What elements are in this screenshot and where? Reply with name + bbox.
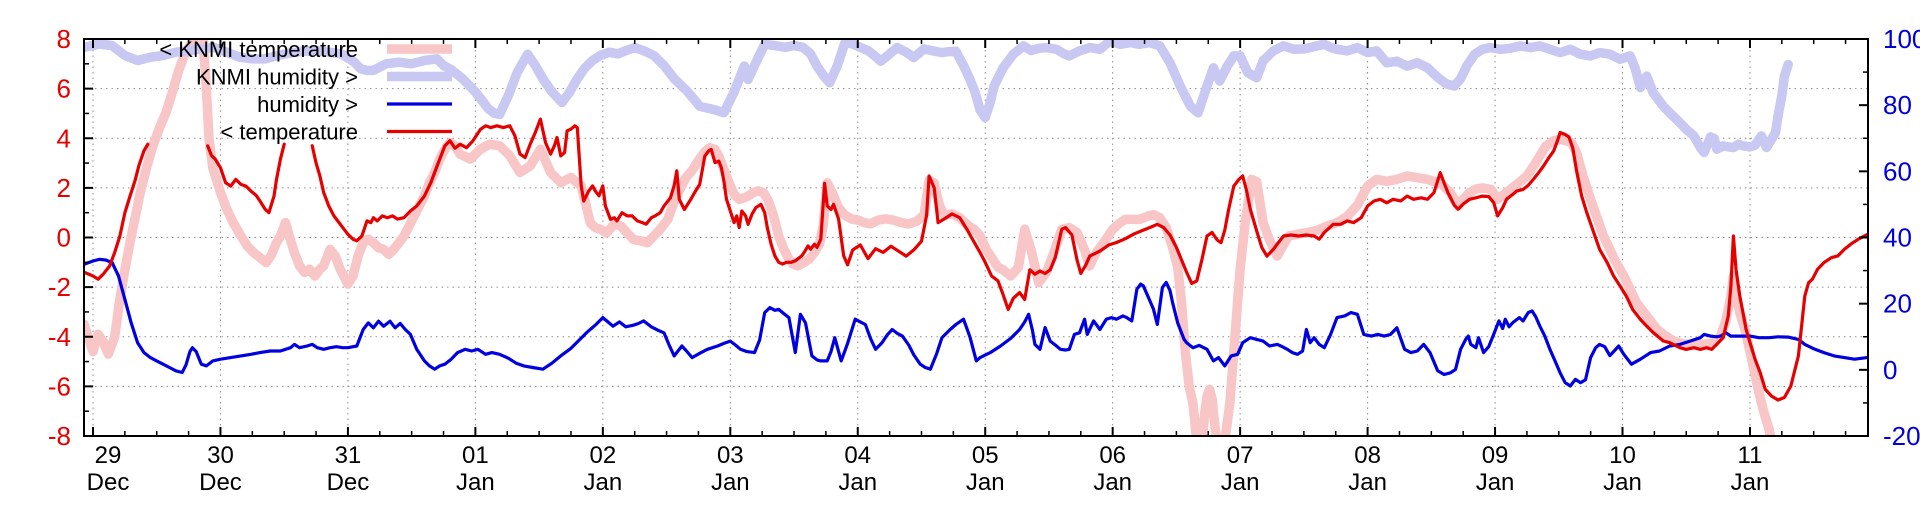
y-right-tick-label: 60	[1883, 156, 1912, 186]
legend-entry: < KNMI temperature	[159, 37, 452, 62]
series-line-3	[310, 117, 1868, 402]
x-tick-month-label: Jan	[1348, 469, 1387, 496]
y-left-tick-label: 0	[57, 223, 71, 253]
legend: < KNMI temperature KNMI humidity >humidit…	[159, 37, 452, 145]
y-right-tick-label: -20	[1883, 421, 1920, 451]
legend-label: humidity >	[257, 92, 358, 117]
x-tick-month-label: Jan	[456, 469, 495, 496]
y-right-tick-label: 0	[1883, 355, 1897, 385]
y-left-tick-label: 2	[57, 173, 71, 203]
y-left-tick-label: -2	[48, 272, 71, 302]
left-axis-labels: -8 -6 -4 -2 0 2 4 6 8	[48, 24, 71, 451]
x-tick-day-label: 11	[1738, 442, 1763, 469]
x-axis-labels: 29Dec30Dec31Dec01Jan02Jan03Jan04Jan05Jan…	[87, 442, 1770, 496]
y-left-tick-label: 4	[57, 123, 71, 153]
x-tick-day-label: 31	[335, 442, 362, 469]
y-right-tick-label: 20	[1883, 289, 1912, 319]
x-tick-day-label: 05	[972, 442, 999, 469]
x-tick-day-label: 09	[1482, 442, 1509, 469]
chart-canvas: -8-6-4-202468-2002040608010029Dec30Dec31…	[48, 24, 1920, 496]
legend-entry: KNMI humidity >	[196, 65, 452, 90]
y-left-tick-label: -4	[48, 322, 71, 352]
legend-label: < KNMI temperature	[159, 37, 358, 62]
x-tick-month-label: Jan	[1221, 469, 1260, 496]
x-tick-day-label: 07	[1227, 442, 1254, 469]
y-left-tick-label: 8	[57, 24, 71, 54]
x-tick-day-label: 03	[717, 442, 744, 469]
x-tick-month-label: Jan	[1603, 469, 1642, 496]
x-tick-month-label: Jan	[1093, 469, 1132, 496]
series-line-0	[84, 39, 1776, 436]
legend-entry: humidity >	[257, 92, 452, 117]
x-tick-day-label: 08	[1354, 442, 1381, 469]
series	[84, 39, 1868, 436]
y-right-tick-label: 80	[1883, 90, 1912, 120]
legend-label: KNMI humidity >	[196, 65, 358, 90]
x-tick-day-label: 10	[1609, 442, 1636, 469]
x-tick-month-label: Jan	[711, 469, 750, 496]
knmi-temperature-humidity-chart: -8 -6 -4 -2 0 2 4 6 8 -20 0 20 40 60 80 100 29 Dec 30 Dec 31…	[40, 16, 1920, 496]
y-left-tick-label: -6	[48, 371, 71, 401]
right-axis-labels: -20 0 20 40 60 80 100	[1883, 24, 1920, 451]
series-line-3	[206, 142, 286, 215]
y-right-tick-label: 40	[1883, 223, 1912, 253]
series-line-3	[84, 142, 150, 281]
legend-entry: < temperature	[220, 120, 452, 145]
x-tick-month-label: Jan	[1731, 469, 1770, 496]
x-tick-month-label: Jan	[1476, 469, 1515, 496]
axes	[83, 38, 1869, 437]
legend-label: < temperature	[220, 120, 358, 145]
x-tick-month-label: Dec	[87, 469, 130, 496]
x-tick-month-label: Jan	[838, 469, 877, 496]
x-tick-day-label: 02	[589, 442, 616, 469]
x-tick-day-label: 04	[844, 442, 871, 469]
x-tick-day-label: 29	[95, 442, 122, 469]
x-tick-day-label: 30	[207, 442, 234, 469]
series-line-2	[84, 257, 1868, 388]
x-tick-day-label: 06	[1099, 442, 1126, 469]
x-tick-month-label: Jan	[583, 469, 622, 496]
x-tick-month-label: Dec	[327, 469, 370, 496]
y-left-tick-label: -8	[48, 421, 71, 451]
y-left-tick-label: 6	[57, 74, 71, 104]
x-tick-month-label: Jan	[966, 469, 1005, 496]
x-tick-day-label: 01	[462, 442, 489, 469]
series-line-1	[84, 39, 1793, 158]
y-right-tick-label: 100	[1883, 24, 1920, 54]
x-tick-month-label: Dec	[199, 469, 242, 496]
